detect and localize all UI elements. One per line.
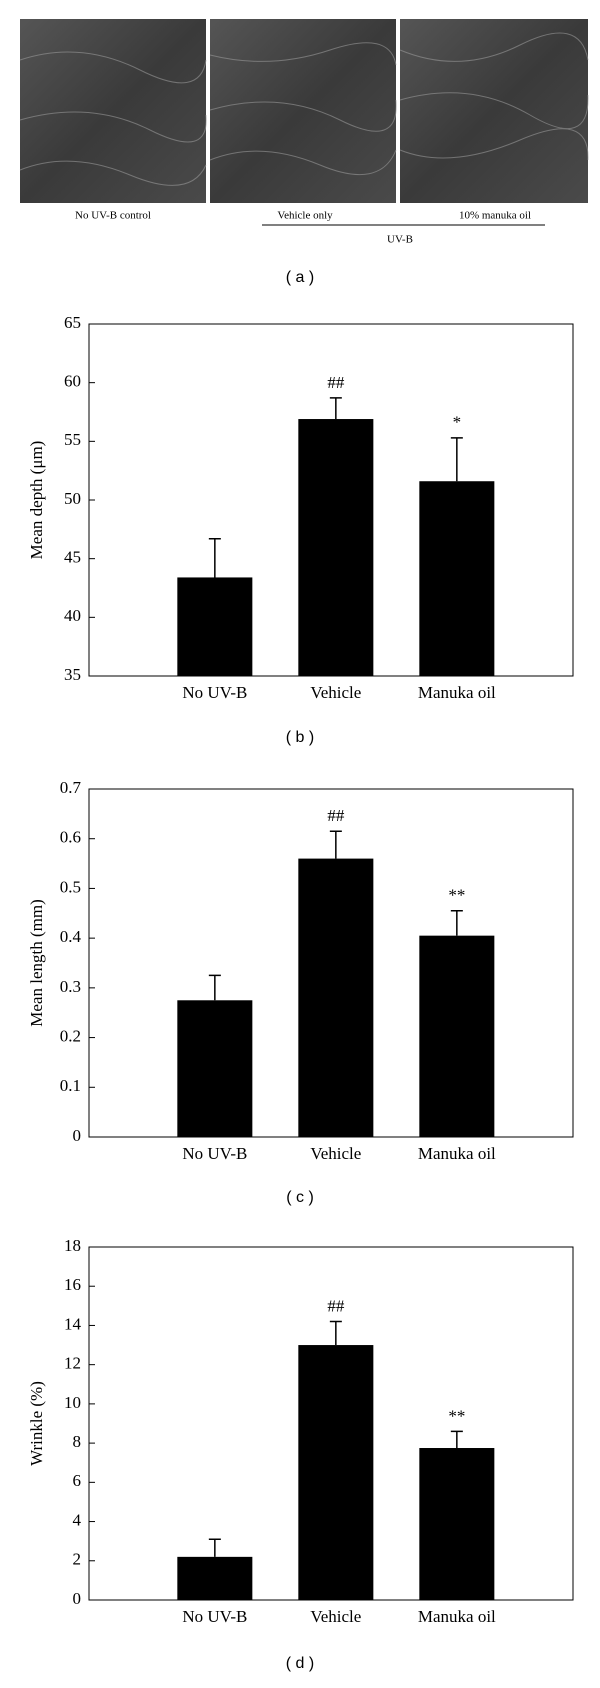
x-tick-label: Manuka oil — [418, 1144, 496, 1163]
significance-mark: ## — [327, 373, 345, 392]
y-tick-label: 0.3 — [60, 977, 81, 996]
photo — [20, 19, 206, 203]
x-tick-label: No UV-B — [182, 683, 247, 702]
panel-label: ( b ) — [286, 729, 314, 746]
y-tick-label: 0 — [73, 1589, 82, 1608]
y-tick-label: 16 — [64, 1275, 81, 1294]
photo-panel: No UV-B control Vehicle only 10% manuka … — [19, 19, 589, 286]
y-axis-label: Mean length (mm) — [27, 899, 46, 1026]
group-label: UV-B — [387, 234, 413, 246]
bar — [298, 1345, 374, 1600]
significance-mark: * — [453, 413, 462, 432]
error-bar — [329, 1320, 342, 1346]
error-bar — [208, 1538, 221, 1557]
significance-mark: ## — [327, 1296, 345, 1315]
bar — [298, 858, 374, 1137]
y-tick-label: 55 — [64, 430, 81, 449]
panel-label: ( d ) — [286, 1655, 314, 1672]
photo-label: No UV-B control — [75, 210, 151, 222]
bar — [177, 577, 253, 676]
y-tick-label: 2 — [73, 1550, 82, 1569]
y-tick-label: 65 — [64, 313, 81, 332]
significance-mark: ## — [327, 806, 345, 825]
x-tick-label: Manuka oil — [418, 683, 496, 702]
x-tick-label: Vehicle — [310, 1144, 361, 1163]
x-tick-label: Vehicle — [310, 683, 361, 702]
significance-mark: ** — [448, 1406, 465, 1425]
photo — [210, 19, 396, 203]
y-axis-label: Wrinkle (%) — [27, 1381, 46, 1466]
y-tick-label: 4 — [73, 1510, 82, 1529]
y-tick-label: 0.5 — [60, 877, 81, 896]
bar — [419, 935, 495, 1137]
y-tick-label: 0.2 — [60, 1026, 81, 1045]
y-tick-label: 0.1 — [60, 1076, 81, 1095]
x-tick-label: No UV-B — [182, 1607, 247, 1626]
photo-label: Vehicle only — [277, 210, 333, 222]
y-tick-label: 10 — [64, 1393, 81, 1412]
y-tick-label: 0.6 — [60, 828, 81, 847]
y-tick-label: 12 — [64, 1354, 81, 1373]
y-tick-label: 14 — [64, 1314, 82, 1333]
photo — [400, 19, 588, 203]
error-bar — [450, 437, 463, 482]
significance-mark: ** — [448, 886, 465, 905]
x-tick-label: Manuka oil — [418, 1607, 496, 1626]
y-tick-label: 40 — [64, 606, 81, 625]
y-tick-label: 50 — [64, 489, 81, 508]
error-bar — [450, 1430, 463, 1449]
bar — [177, 1556, 253, 1600]
panel-label: ( c ) — [286, 1189, 314, 1206]
y-tick-label: 60 — [64, 372, 81, 391]
y-tick-label: 45 — [64, 548, 81, 567]
y-tick-label: 0.4 — [60, 927, 82, 946]
error-bar — [329, 830, 342, 859]
x-tick-label: No UV-B — [182, 1144, 247, 1163]
error-bar — [329, 397, 342, 420]
y-tick-label: 6 — [73, 1471, 82, 1490]
bar — [177, 1000, 253, 1137]
bar — [298, 419, 374, 676]
y-tick-label: 0 — [73, 1126, 82, 1145]
y-tick-label: 8 — [73, 1432, 82, 1451]
y-tick-label: 0.7 — [60, 778, 82, 797]
y-tick-label: 18 — [64, 1236, 81, 1255]
y-tick-label: 35 — [64, 665, 81, 684]
error-bar — [208, 537, 221, 578]
bar — [419, 1448, 495, 1600]
skin-texture — [19, 32, 589, 186]
bar — [419, 481, 495, 676]
error-bar — [208, 974, 221, 1001]
panel-label: ( a ) — [286, 269, 314, 286]
error-bar — [450, 910, 463, 936]
x-tick-label: Vehicle — [310, 1607, 361, 1626]
photo-label: 10% manuka oil — [459, 210, 531, 222]
y-axis-label: Mean depth (μm) — [27, 441, 46, 560]
